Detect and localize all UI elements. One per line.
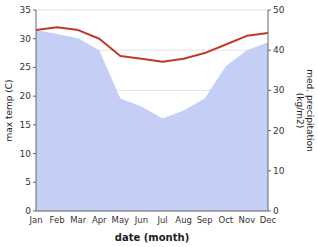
x-axis-title: date (month): [115, 232, 189, 243]
y2-tick: [268, 50, 271, 51]
x-tick-label: Mar: [70, 215, 87, 225]
y-tick: [33, 67, 36, 68]
plot-area: [36, 27, 268, 211]
y-tick-label: 5: [25, 177, 31, 187]
y2-tick-label: 10: [273, 166, 285, 176]
y2-tick-label: 30: [273, 85, 285, 95]
y-tick: [33, 96, 36, 97]
precipitation-area: [36, 30, 268, 211]
y-tick: [33, 10, 36, 11]
x-tick-label: May: [112, 215, 130, 225]
grid: [36, 10, 268, 211]
x-tick-label: Apr: [92, 215, 107, 225]
chart-svg: 0510152025303501020304050JanFebMarAprMay…: [0, 0, 318, 247]
temperature-line: [36, 27, 268, 61]
y2-axis-title-line: med. precipitation: [305, 69, 315, 151]
x-axis-line: [36, 211, 268, 212]
y2-tick-label: 20: [273, 126, 285, 136]
axes: 0510152025303501020304050JanFebMarAprMay…: [20, 5, 285, 225]
y-tick: [33, 124, 36, 125]
y-tick-label: 20: [20, 91, 32, 101]
y2-tick-label: 50: [273, 5, 285, 15]
x-tick-label: Nov: [239, 215, 256, 225]
y-tick: [33, 211, 36, 212]
y-tick: [33, 153, 36, 154]
grid-line: [36, 211, 268, 212]
x-tick-label: Oct: [218, 215, 233, 225]
grid-line: [36, 10, 268, 11]
x-tick-label: Feb: [50, 215, 65, 225]
y-tick-label: 25: [20, 62, 31, 72]
y2-tick: [268, 90, 271, 91]
x-tick-label: Sep: [197, 215, 213, 225]
y2-tick: [268, 10, 271, 11]
y2-tick: [268, 170, 271, 171]
x-tick-label: Jun: [134, 215, 148, 225]
x-tick-label: Jul: [156, 215, 167, 225]
y-tick-label: 15: [20, 120, 31, 130]
chart-container: 0510152025303501020304050JanFebMarAprMay…: [0, 0, 318, 247]
y2-axis-title-line: (kg/m2): [295, 93, 305, 128]
y2-axis-title: med. precipitation(kg/m2): [295, 69, 315, 151]
y-tick: [33, 38, 36, 39]
y-axis-line: [36, 10, 37, 211]
y-tick-label: 35: [20, 5, 31, 15]
y2-axis-line: [268, 10, 269, 211]
y-axis-title: max temp (C): [4, 79, 14, 141]
x-tick-label: Dec: [260, 215, 277, 225]
x-tick-label: Aug: [175, 215, 192, 225]
y-tick-label: 10: [20, 149, 32, 159]
y-tick: [33, 182, 36, 183]
y-tick-label: 30: [20, 34, 32, 44]
y2-tick-label: 40: [273, 45, 285, 55]
x-tick-label: Jan: [28, 215, 42, 225]
y2-tick: [268, 130, 271, 131]
y2-tick: [268, 211, 271, 212]
